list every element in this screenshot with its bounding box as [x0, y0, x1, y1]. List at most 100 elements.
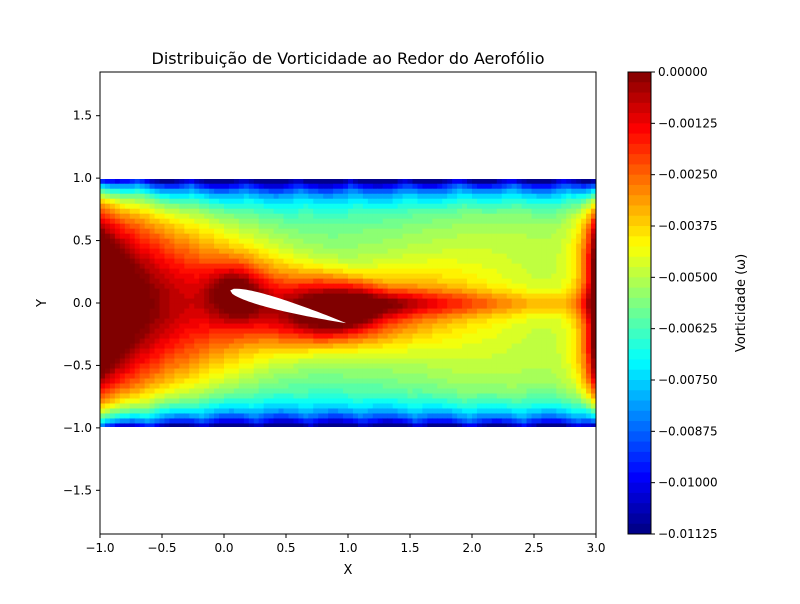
- field-cell: [184, 263, 190, 269]
- field-cell: [531, 283, 538, 289]
- field-cell: [174, 183, 180, 189]
- field-cell: [328, 258, 334, 264]
- field-cell: [258, 312, 265, 319]
- field-cell: [134, 288, 141, 294]
- field-cell: [318, 223, 324, 229]
- field-cell: [392, 397, 399, 404]
- field-cell: [268, 198, 275, 204]
- field-cell: [566, 253, 572, 259]
- field-cell: [288, 407, 295, 414]
- field-cell: [571, 188, 577, 194]
- field-cell: [486, 372, 493, 379]
- field-cell: [238, 382, 245, 389]
- field-cell: [566, 213, 572, 219]
- field-cell: [472, 188, 478, 194]
- field-cell: [561, 322, 567, 329]
- field-cell: [283, 402, 290, 409]
- field-cell: [258, 188, 265, 194]
- field-cell: [124, 347, 131, 354]
- field-cell: [293, 402, 299, 409]
- field-cell: [149, 298, 156, 304]
- field-cell: [496, 317, 503, 324]
- field-cell: [402, 303, 409, 309]
- field-cell: [377, 327, 384, 334]
- field-cell: [486, 392, 493, 399]
- field-cell: [407, 303, 414, 309]
- field-cell: [427, 387, 433, 394]
- field-cell: [472, 387, 478, 394]
- field-cell: [447, 327, 453, 334]
- field-cell: [462, 258, 468, 264]
- field-cell: [556, 288, 562, 294]
- field-cell: [367, 268, 374, 274]
- field-cell: [288, 352, 295, 359]
- field-cell: [283, 233, 290, 239]
- field-cell: [511, 327, 518, 334]
- field-cell: [328, 288, 334, 294]
- field-cell: [318, 337, 324, 344]
- field-cell: [407, 422, 414, 427]
- field-cell: [268, 208, 275, 214]
- field-cell: [228, 218, 235, 224]
- field-cell: [357, 312, 364, 319]
- field-cell: [551, 179, 557, 184]
- field-cell: [134, 243, 141, 249]
- field-cell: [491, 417, 498, 424]
- field-cell: [184, 362, 190, 369]
- field-cell: [184, 223, 190, 229]
- field-cell: [194, 188, 200, 194]
- field-cell: [432, 179, 438, 184]
- field-cell: [169, 347, 175, 354]
- field-cell: [511, 233, 518, 239]
- field-cell: [184, 238, 190, 244]
- field-cell: [134, 278, 141, 284]
- field-cell: [457, 208, 463, 214]
- field-cell: [348, 203, 354, 209]
- field-cell: [467, 317, 473, 324]
- field-cell: [119, 268, 126, 274]
- field-cell: [149, 372, 156, 379]
- field-cell: [313, 223, 319, 229]
- field-cell: [134, 347, 141, 354]
- field-cell: [472, 208, 478, 214]
- field-cell: [576, 332, 582, 339]
- field-cell: [481, 377, 488, 384]
- field-cell: [412, 253, 419, 259]
- field-cell: [506, 382, 513, 389]
- field-cell: [576, 288, 582, 294]
- field-cell: [333, 238, 339, 244]
- field-cell: [586, 273, 592, 279]
- field-cell: [372, 337, 379, 344]
- field-cell: [283, 352, 290, 359]
- field-cell: [139, 357, 146, 364]
- field-cell: [149, 293, 156, 299]
- field-cell: [571, 387, 577, 394]
- field-cell: [367, 382, 374, 389]
- field-cell: [541, 198, 547, 204]
- field-cell: [139, 337, 146, 344]
- field-cell: [248, 188, 255, 194]
- field-cell: [496, 407, 503, 414]
- field-cell: [476, 278, 483, 284]
- field-cell: [258, 179, 265, 184]
- field-cell: [546, 377, 552, 384]
- field-cell: [134, 303, 141, 309]
- field-cell: [159, 268, 166, 274]
- field-cell: [521, 422, 528, 427]
- field-cell: [531, 402, 538, 409]
- field-cell: [397, 412, 404, 419]
- field-cell: [258, 198, 265, 204]
- field-cell: [531, 352, 538, 359]
- field-cell: [362, 243, 369, 249]
- field-cell: [348, 347, 354, 354]
- field-cell: [561, 312, 567, 319]
- field-cell: [273, 228, 280, 234]
- field-cell: [392, 283, 399, 289]
- field-cell: [437, 278, 443, 284]
- field-cell: [397, 347, 404, 354]
- field-cell: [556, 362, 562, 369]
- field-cell: [144, 183, 151, 189]
- field-cell: [268, 322, 275, 329]
- field-cell: [323, 402, 329, 409]
- field-cell: [367, 417, 374, 424]
